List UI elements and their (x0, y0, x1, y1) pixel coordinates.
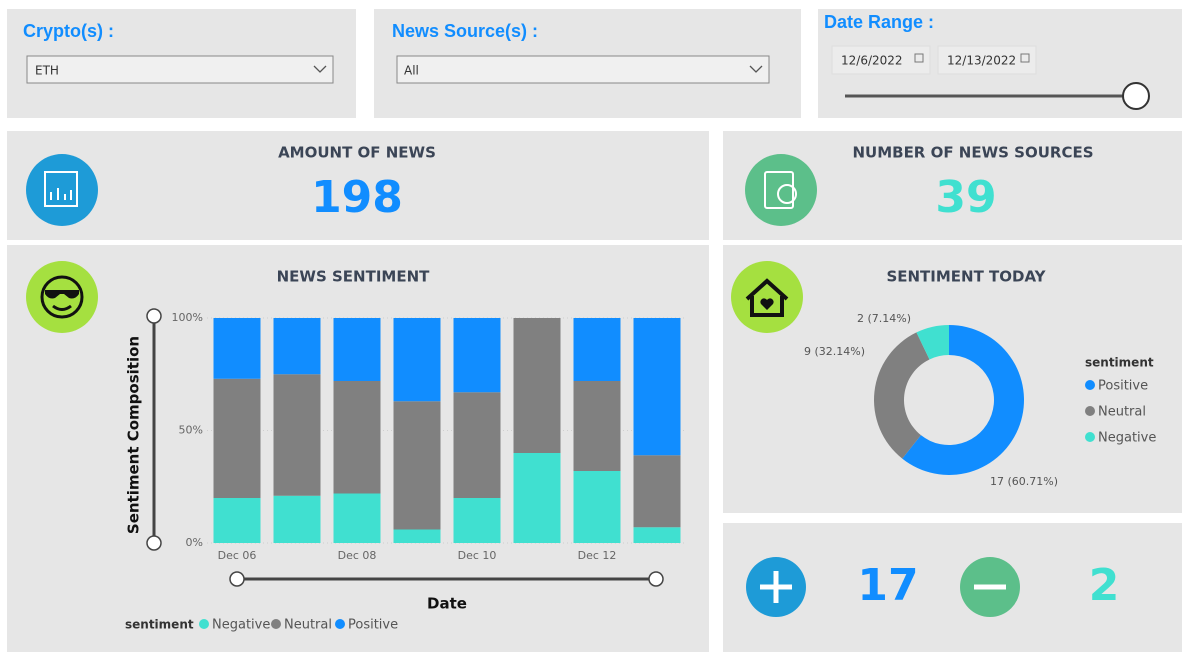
icon (764, 171, 794, 209)
x-tick-label: Dec 06 (218, 549, 257, 562)
bar-segment (213, 318, 261, 379)
icon (50, 188, 72, 200)
kpi-value: 198 (311, 172, 403, 223)
filter-title: Date Range : (824, 12, 934, 32)
legend-label: Neutral (284, 618, 332, 633)
icon (26, 154, 98, 226)
bar-segment (273, 318, 321, 375)
kpi-value: 39 (935, 172, 996, 223)
legend-marker (1085, 432, 1095, 442)
slider-handle[interactable] (648, 571, 664, 587)
bar-segment (333, 381, 381, 494)
donut-slice (874, 332, 930, 459)
x-tick-label: Dec 12 (578, 549, 617, 562)
icon (52, 304, 72, 311)
date-input[interactable] (831, 45, 931, 75)
bar-segment (453, 392, 501, 498)
bar-segment (513, 318, 561, 453)
bar-segment (633, 527, 681, 543)
date-input[interactable] (937, 45, 1037, 75)
bar-segment (573, 381, 621, 471)
filter-title: Crypto(s) : (23, 21, 114, 41)
legend-label: Neutral (1098, 405, 1146, 420)
icon (760, 298, 774, 310)
x-axis-title: Date (427, 595, 467, 613)
y-tick-label: 0% (186, 536, 203, 549)
data-label: 9 (32.14%) (804, 345, 865, 358)
calendar-icon (914, 53, 924, 63)
dropdown-value[interactable]: All (404, 64, 419, 78)
bar-segment (273, 374, 321, 496)
icon (26, 261, 98, 333)
donut-slice (902, 325, 1025, 475)
y-axis-title: Sentiment Composition (125, 336, 143, 534)
slider-handle[interactable] (229, 571, 245, 587)
x-tick-label: Dec 10 (458, 549, 497, 562)
bar-segment (513, 453, 561, 543)
panel (7, 131, 709, 240)
x-tick-label: Dec 08 (338, 549, 377, 562)
icon (745, 278, 789, 317)
bar-segment (273, 495, 321, 543)
dropdown-value[interactable]: ETH (35, 64, 59, 78)
bar-segment (333, 493, 381, 543)
chevron (749, 65, 763, 73)
filter-title: News Source(s) : (392, 21, 538, 41)
legend-marker (1085, 380, 1095, 390)
calendar-icon (1020, 53, 1030, 63)
chevron (313, 65, 327, 73)
legend-title: sentiment (125, 618, 194, 632)
legend-title: sentiment (1085, 356, 1154, 370)
legend-label: Negative (212, 618, 270, 633)
legend-marker (335, 619, 345, 629)
bar-segment (573, 471, 621, 543)
bar-segment (213, 498, 261, 543)
dropdown[interactable] (396, 55, 770, 84)
bar-segment (393, 529, 441, 543)
slider-knob[interactable] (1122, 82, 1150, 110)
kpi-value: 2 (1089, 560, 1120, 611)
y-tick-label: 100% (172, 311, 203, 324)
icon (44, 171, 78, 207)
data-label: 2 (7.14%) (857, 312, 911, 325)
legend-marker (271, 619, 281, 629)
data-label: 17 (60.71%) (990, 475, 1058, 488)
date-end[interactable]: 12/13/2022 (947, 54, 1016, 68)
legend-marker (1085, 406, 1095, 416)
icon (745, 154, 817, 226)
chart-title: NEWS SENTIMENT (277, 268, 431, 286)
donut-slice (916, 325, 949, 360)
bar-segment (633, 455, 681, 528)
bar-segment (213, 378, 261, 498)
icon (760, 571, 792, 603)
dropdown[interactable] (26, 55, 334, 84)
kpi-title: AMOUNT OF NEWS (278, 144, 436, 162)
slider-handle[interactable] (146, 535, 162, 551)
bar-segment (453, 318, 501, 393)
bar-segment (393, 318, 441, 402)
y-tick-label: 50% (179, 424, 203, 437)
legend-label: Negative (1098, 431, 1156, 446)
bar-segment (453, 498, 501, 543)
icon (45, 290, 79, 299)
icon (40, 275, 84, 319)
legend-marker (199, 619, 209, 629)
legend-label: Positive (348, 618, 398, 633)
icon (777, 184, 797, 204)
chart-title: SENTIMENT TODAY (886, 268, 1046, 286)
slider-handle[interactable] (146, 308, 162, 324)
bar-segment (393, 401, 441, 530)
bar-segment (333, 318, 381, 381)
kpi-value: 17 (857, 560, 918, 611)
icon (731, 261, 803, 333)
kpi-title: NUMBER OF NEWS SOURCES (852, 144, 1093, 162)
legend-label: Positive (1098, 379, 1148, 394)
bar-segment (633, 318, 681, 456)
date-start[interactable]: 12/6/2022 (841, 54, 903, 68)
bar-segment (573, 318, 621, 381)
